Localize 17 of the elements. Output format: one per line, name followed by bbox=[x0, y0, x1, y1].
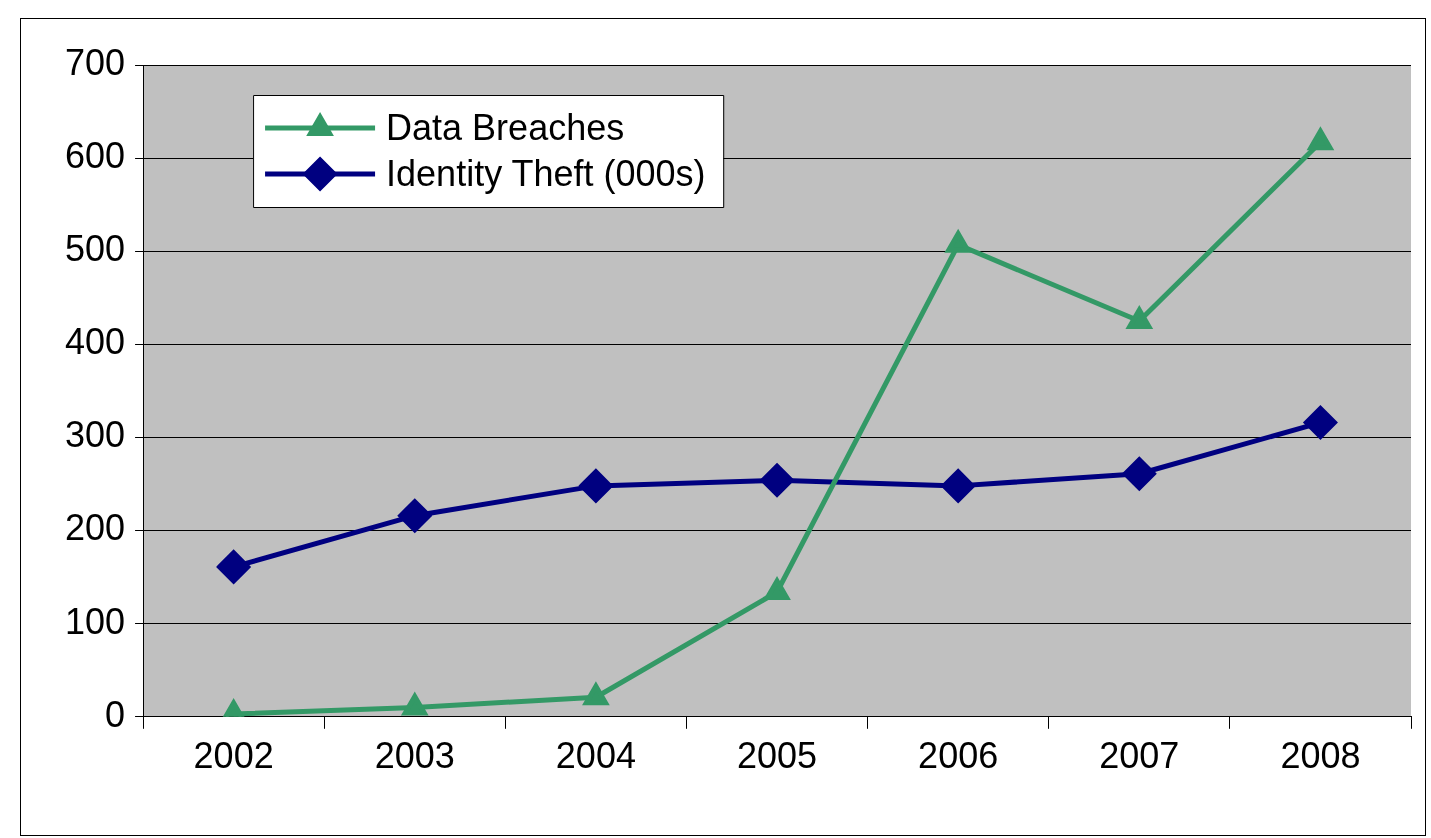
y-tick-label: 300 bbox=[64, 414, 126, 456]
x-tick-label: 2006 bbox=[918, 735, 999, 777]
x-tick-label: 2007 bbox=[1099, 735, 1180, 777]
y-tick-label: 600 bbox=[64, 135, 126, 177]
legend-label: Data Breaches bbox=[386, 106, 625, 148]
x-tick-label: 2002 bbox=[193, 735, 274, 777]
x-tick-label: 2008 bbox=[1280, 735, 1361, 777]
y-tick-label: 200 bbox=[64, 507, 126, 549]
y-tick-label: 700 bbox=[64, 41, 126, 83]
x-tick-label: 2004 bbox=[555, 735, 636, 777]
y-tick-label: 400 bbox=[64, 321, 126, 363]
y-tick-label: 0 bbox=[105, 693, 126, 735]
legend-label: Identity Theft (000s) bbox=[386, 152, 706, 194]
y-tick-label: 500 bbox=[64, 228, 126, 270]
y-tick-label: 100 bbox=[64, 600, 126, 642]
x-tick-label: 2003 bbox=[374, 735, 455, 777]
x-tick-label: 2005 bbox=[736, 735, 818, 777]
